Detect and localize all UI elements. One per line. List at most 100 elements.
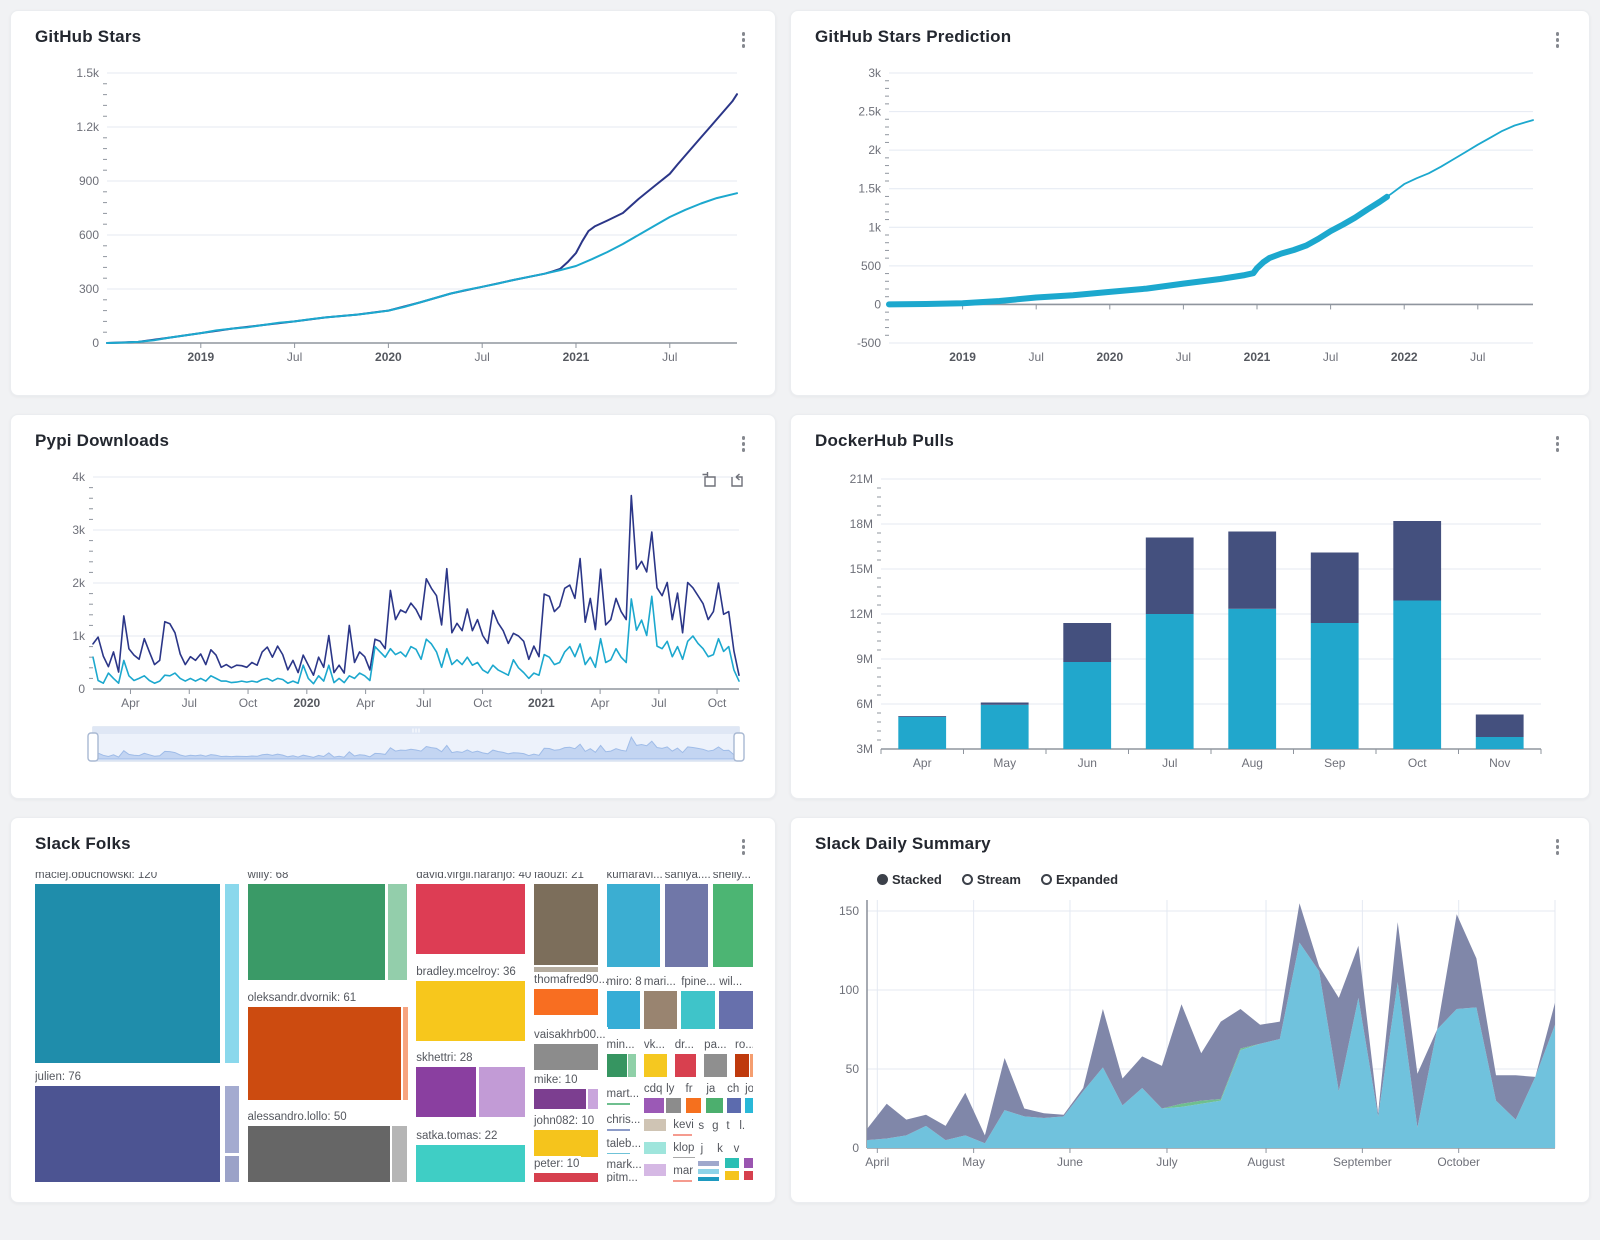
treemap-cell[interactable] <box>224 1155 239 1182</box>
treemap-cell[interactable] <box>719 991 753 1030</box>
treemap-cell[interactable] <box>643 1053 667 1077</box>
treemap-cell[interactable] <box>534 1044 598 1071</box>
dockerhub-pulls-chart[interactable]: 3M 6M 9M 12M 15M 18M 21M Apr May Jun Jul Aug Sep Oct N… <box>815 465 1567 777</box>
treemap-cell[interactable] <box>606 884 660 967</box>
restore-icon[interactable] <box>728 471 745 488</box>
svg-text:2021: 2021 <box>563 350 590 364</box>
treemap-cell[interactable] <box>745 1097 753 1113</box>
treemap-cell[interactable] <box>416 1144 525 1182</box>
treemap-cell[interactable] <box>698 1160 720 1166</box>
treemap-cell[interactable] <box>224 884 239 1063</box>
treemap-cell[interactable] <box>685 1097 701 1113</box>
kebab-menu-icon[interactable] <box>1550 27 1566 53</box>
treemap-cell[interactable] <box>704 1053 728 1077</box>
bar-segment[interactable] <box>1475 737 1524 749</box>
treemap-cell[interactable] <box>534 988 598 1015</box>
treemap-cell[interactable] <box>727 1097 741 1113</box>
treemap-cell[interactable] <box>534 884 598 965</box>
bar-segment[interactable] <box>980 704 1029 750</box>
github-stars-prediction-chart[interactable]: -500 0 500 1k 1.5k 2k 2.5k 3k 2019 Jul 2020 Jul 2021… <box>815 61 1567 369</box>
svg-text:2019: 2019 <box>187 350 214 364</box>
treemap-cell[interactable] <box>247 1126 390 1182</box>
treemap-cell[interactable] <box>674 1053 697 1077</box>
treemap-cell[interactable] <box>681 991 715 1030</box>
treemap-cell[interactable] <box>606 1128 631 1131</box>
treemap-cell[interactable] <box>643 991 677 1030</box>
pypi-downloads-chart[interactable]: 0 1k 2k 3k 4k Apr Jul Oct 2020 Apr Jul Oct 2021 Apr Ju… <box>35 465 753 713</box>
treemap-cell[interactable] <box>606 991 640 1030</box>
kebab-menu-icon[interactable] <box>736 27 752 53</box>
zoom-select-icon[interactable] <box>701 471 718 488</box>
treemap-cell[interactable] <box>606 1053 627 1077</box>
treemap-cell[interactable] <box>643 1097 664 1113</box>
treemap-cell[interactable] <box>698 1169 720 1174</box>
treemap-cell[interactable] <box>712 884 753 967</box>
treemap-cell[interactable] <box>643 1119 667 1132</box>
datazoom-slider[interactable] <box>35 721 753 767</box>
treemap-cell[interactable] <box>706 1097 723 1113</box>
treemap-cell[interactable] <box>387 884 407 981</box>
treemap-cell[interactable] <box>673 1180 692 1182</box>
treemap-cell[interactable] <box>247 884 386 981</box>
treemap-cell[interactable] <box>224 1085 239 1153</box>
treemap-cell[interactable] <box>724 1171 739 1181</box>
treemap-cell[interactable] <box>403 1006 409 1100</box>
legend-radio-stacked[interactable]: Stacked <box>877 872 942 887</box>
treemap-cell[interactable] <box>698 1177 720 1182</box>
treemap-cell[interactable] <box>666 1097 682 1113</box>
treemap-cell[interactable] <box>724 1158 739 1169</box>
bar-segment[interactable] <box>1310 552 1359 624</box>
bar-segment[interactable] <box>1475 714 1524 738</box>
bar-segment[interactable] <box>980 702 1029 705</box>
bar-segment[interactable] <box>1228 608 1277 749</box>
treemap-cell[interactable] <box>606 1152 631 1155</box>
kebab-menu-icon[interactable] <box>1550 431 1566 457</box>
bar-segment[interactable] <box>1145 614 1194 749</box>
treemap-cell[interactable] <box>416 1067 476 1117</box>
treemap-cell[interactable] <box>391 1126 407 1182</box>
treemap-cell[interactable] <box>35 1085 221 1182</box>
bar-segment[interactable] <box>1228 531 1277 609</box>
treemap-cell[interactable] <box>416 884 525 955</box>
kebab-menu-icon[interactable] <box>736 431 752 457</box>
legend-radio-expanded[interactable]: Expanded <box>1040 872 1118 887</box>
kebab-menu-icon[interactable] <box>1550 834 1566 860</box>
treemap-cell[interactable] <box>628 1053 636 1077</box>
treemap-cell[interactable] <box>35 884 221 1063</box>
treemap-cell[interactable] <box>743 1171 753 1181</box>
bar-segment[interactable] <box>1310 623 1359 749</box>
treemap-cell[interactable] <box>750 1053 753 1077</box>
svg-text:Jul: Jul <box>1470 350 1485 364</box>
bar-segment[interactable] <box>1393 521 1442 601</box>
treemap-cell[interactable] <box>534 1173 598 1182</box>
treemap-cell[interactable] <box>416 980 525 1041</box>
slack-daily-summary-chart[interactable]: 0 50 100 150 April May June July August September… <box>815 892 1567 1174</box>
slider-handle-right[interactable] <box>733 732 745 762</box>
treemap-cell[interactable] <box>743 1158 753 1169</box>
treemap-cell[interactable] <box>643 1142 667 1155</box>
bar-segment[interactable] <box>1145 537 1194 615</box>
treemap-cell[interactable] <box>587 1089 598 1110</box>
treemap-cell[interactable] <box>735 1053 749 1077</box>
treemap-cell[interactable] <box>673 1134 692 1136</box>
kebab-menu-icon[interactable] <box>736 834 752 860</box>
bar-segment[interactable] <box>898 716 947 750</box>
treemap-cell[interactable] <box>606 1103 631 1106</box>
treemap-cell[interactable] <box>534 1129 598 1157</box>
treemap-cell[interactable] <box>673 1156 695 1159</box>
bar-segment[interactable] <box>1393 600 1442 750</box>
bar-segment[interactable] <box>1063 623 1112 662</box>
treemap-cell[interactable] <box>247 1006 402 1100</box>
treemap-cell[interactable] <box>534 1089 586 1110</box>
slider-handle-left[interactable] <box>87 732 99 762</box>
github-stars-chart[interactable]: 0 300 600 900 1.2k 1.5k 2019 Jul 2020 Jul 2021 Jul <box>35 61 753 369</box>
svg-text:Aug: Aug <box>1242 756 1263 770</box>
treemap-cell[interactable] <box>534 966 598 973</box>
legend-radio-stream[interactable]: Stream <box>961 872 1021 887</box>
treemap-cell-label: julien: 76 <box>35 1068 84 1085</box>
treemap-cell[interactable] <box>664 884 709 967</box>
bar-segment[interactable] <box>898 716 947 717</box>
bar-segment[interactable] <box>1063 662 1112 749</box>
treemap-cell[interactable] <box>478 1067 525 1117</box>
treemap-cell[interactable] <box>643 1164 667 1177</box>
